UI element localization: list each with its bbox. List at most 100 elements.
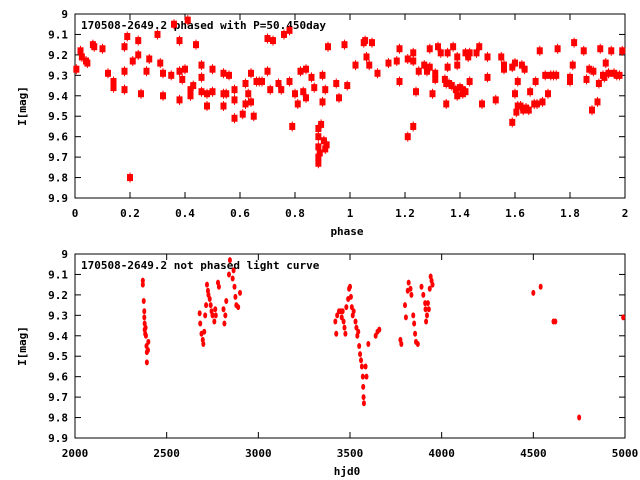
unphased-plot-ylabel: I[mag]	[16, 326, 29, 366]
data-point	[198, 320, 203, 327]
data-point	[216, 283, 221, 290]
unphased-light-curve-plot: 170508-2649.2 not phased light curve hjd…	[16, 248, 638, 478]
data-point	[334, 330, 339, 337]
x-tick-label: 2000	[62, 447, 89, 460]
data-point	[361, 383, 366, 390]
x-tick-label: 3500	[337, 447, 364, 460]
data-point	[197, 310, 202, 317]
data-point	[231, 267, 236, 274]
y-tick-label: 9.3	[48, 309, 68, 322]
x-tick-label: 0	[72, 207, 79, 220]
x-tick-label: 0.4	[175, 207, 195, 220]
data-point	[238, 289, 242, 296]
x-tick-label: 0.8	[285, 207, 305, 220]
data-point	[538, 283, 543, 290]
y-tick-label: 9.8	[48, 412, 68, 425]
y-tick-label: 9.5	[48, 350, 68, 363]
phased-plot-xlabel: phase	[330, 225, 363, 238]
unphased-plot-xlabel: hjd0	[334, 465, 361, 478]
y-tick-label: 9.5	[48, 110, 68, 123]
y-tick-label: 9.2	[48, 49, 68, 62]
x-tick-label: 1.8	[560, 207, 580, 220]
data-point	[424, 318, 429, 325]
data-point	[203, 312, 208, 319]
data-point	[360, 373, 365, 380]
x-tick-label: 3000	[245, 447, 272, 460]
y-tick-label: 9	[61, 248, 68, 261]
data-point	[361, 394, 366, 401]
x-tick-label: 0.6	[230, 207, 250, 220]
data-point	[351, 308, 356, 315]
data-point	[205, 281, 209, 288]
data-point	[361, 400, 366, 407]
data-point	[427, 285, 432, 292]
data-point	[141, 298, 146, 305]
y-tick-label: 9.7	[48, 151, 68, 164]
data-point	[359, 357, 363, 364]
data-point	[553, 318, 558, 325]
data-point	[577, 414, 582, 421]
data-point	[411, 312, 416, 319]
data-point	[419, 283, 424, 290]
data-point	[210, 312, 215, 319]
x-tick-label: 4500	[520, 447, 547, 460]
data-point	[426, 306, 431, 313]
data-point	[224, 298, 229, 305]
data-point	[423, 306, 428, 313]
data-point	[208, 302, 213, 309]
data-point	[357, 343, 362, 349]
data-point	[358, 351, 363, 358]
data-point	[213, 306, 218, 313]
data-point	[333, 318, 338, 325]
x-tick-label: 2500	[153, 447, 180, 460]
data-point	[348, 283, 352, 290]
x-tick-label: 2	[622, 207, 629, 220]
y-tick-label: 9.2	[48, 289, 68, 302]
data-point	[222, 320, 227, 327]
data-point	[366, 340, 371, 347]
y-tick-label: 9.1	[48, 28, 68, 41]
data-point	[144, 359, 149, 366]
y-tick-label: 9.6	[48, 131, 68, 144]
data-point	[142, 314, 147, 321]
data-point	[342, 324, 347, 331]
y-tick-label: 9	[61, 8, 68, 21]
data-point	[348, 293, 353, 300]
x-tick-label: 0.2	[120, 207, 140, 220]
x-tick-label: 4000	[428, 447, 455, 460]
data-point	[343, 330, 348, 337]
data-point	[621, 314, 626, 321]
data-point	[415, 340, 420, 347]
y-tick-label: 9.1	[48, 268, 68, 281]
unphased-plot-title: 170508-2649.2 not phased light curve	[81, 259, 320, 272]
data-point	[232, 283, 237, 290]
data-point	[212, 318, 217, 325]
phased-plot-title: 170508-2649.2 phased with P=50.450day	[81, 19, 326, 32]
data-point	[202, 328, 207, 335]
data-point	[143, 332, 148, 339]
data-point	[341, 318, 346, 325]
data-point	[145, 347, 150, 354]
data-point	[408, 285, 413, 292]
data-point	[425, 312, 429, 319]
phased-plot-ylabel: I[mag]	[16, 86, 29, 126]
data-point	[213, 312, 218, 319]
data-point	[356, 328, 361, 335]
x-tick-label: 1.2	[395, 207, 415, 220]
y-tick-label: 9.9	[48, 192, 68, 205]
y-tick-label: 9.9	[48, 432, 68, 445]
data-point	[207, 295, 212, 302]
data-point	[430, 281, 435, 288]
data-point	[421, 291, 426, 298]
x-tick-label: 1	[347, 207, 354, 220]
data-point	[423, 300, 428, 307]
data-point	[412, 320, 417, 327]
y-tick-label: 9.7	[48, 391, 68, 404]
data-point	[425, 300, 430, 307]
data-point	[142, 308, 147, 315]
data-point	[143, 324, 148, 331]
data-point	[340, 308, 345, 315]
phased-light-curve-plot: 170508-2649.2 phased with P=50.450day ph…	[16, 8, 628, 238]
data-point	[140, 281, 145, 288]
data-point	[236, 304, 241, 311]
